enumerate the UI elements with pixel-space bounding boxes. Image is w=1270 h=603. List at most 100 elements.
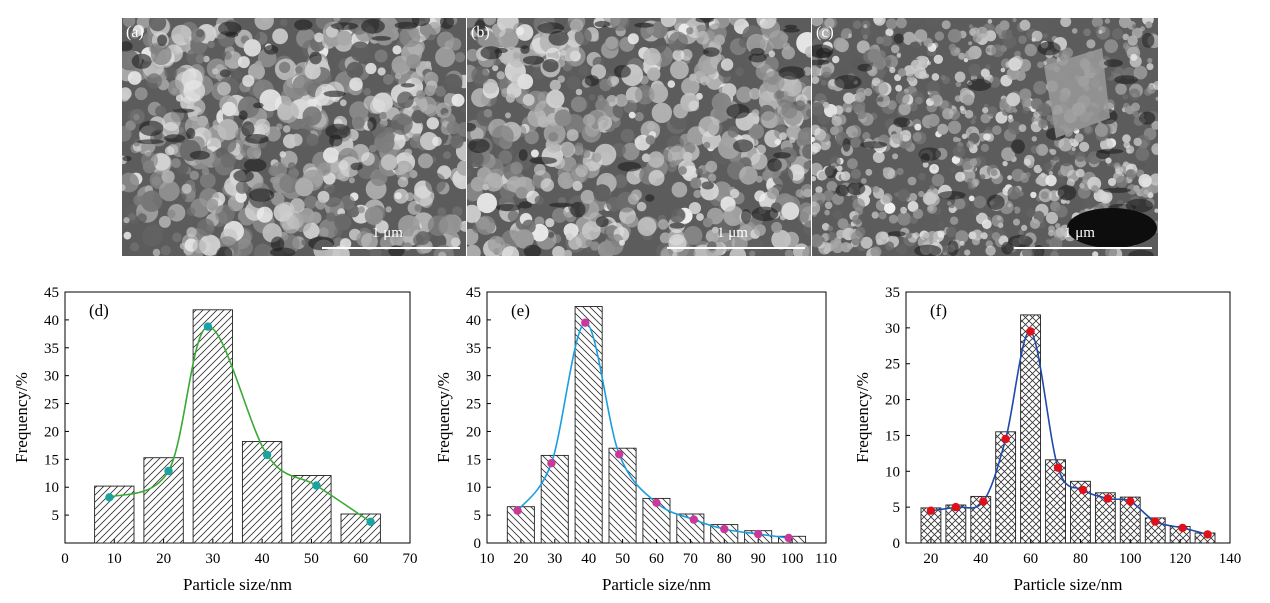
sem-grain xyxy=(972,237,980,246)
x-tick-label: 50 xyxy=(615,551,630,567)
sem-grain xyxy=(1079,141,1090,152)
sem-crevice xyxy=(248,188,275,202)
histogram-bar xyxy=(540,454,569,544)
sem-grain xyxy=(711,92,732,113)
sem-grain xyxy=(321,186,343,208)
data-point xyxy=(652,498,661,507)
sem-grain xyxy=(189,170,199,180)
sem-grain xyxy=(287,162,296,170)
sem-grain xyxy=(1000,67,1006,73)
sem-grain xyxy=(161,170,175,184)
sem-crevice xyxy=(1096,148,1124,154)
sem-grain xyxy=(968,24,974,29)
sem-grain xyxy=(976,26,988,39)
x-tick-label: 10 xyxy=(107,551,122,567)
sem-grain xyxy=(892,153,899,160)
histogram-bar xyxy=(192,309,233,544)
sem-grain xyxy=(812,66,821,77)
sem-grain xyxy=(780,33,789,42)
sem-grain xyxy=(1062,47,1073,59)
sem-crevice xyxy=(216,246,233,256)
sem-grain xyxy=(973,195,987,209)
sem-crevice xyxy=(887,231,906,237)
sem-grain xyxy=(1013,206,1021,214)
sem-grain xyxy=(955,230,969,244)
sem-grain xyxy=(1138,174,1152,188)
sem-grain xyxy=(295,178,314,197)
sem-grain xyxy=(490,97,502,109)
sem-grain xyxy=(374,49,388,63)
sem-grain xyxy=(483,18,497,26)
sem-grain xyxy=(826,181,838,192)
y-tick-label: 35 xyxy=(44,341,59,357)
sem-grain xyxy=(972,115,977,120)
sem-grain xyxy=(876,36,884,45)
histogram-bar xyxy=(608,447,637,544)
sem-grain xyxy=(517,73,534,90)
sem-crevice xyxy=(613,65,631,78)
sem-grain xyxy=(801,85,811,101)
sem-grain xyxy=(1122,94,1129,100)
sem-grain xyxy=(923,37,933,48)
sem-grain xyxy=(971,178,980,187)
sem-grain xyxy=(456,160,466,176)
sem-grain xyxy=(627,33,639,45)
y-tick-label: 25 xyxy=(44,397,59,413)
panel-label: (f) xyxy=(930,301,947,320)
sem-grain xyxy=(999,20,1010,31)
panel-label-b: (b) xyxy=(471,24,490,41)
sem-grain xyxy=(1056,174,1065,183)
sem-grain xyxy=(122,126,132,142)
sem-grain xyxy=(333,18,341,22)
sem-grain xyxy=(215,204,235,224)
sem-grain xyxy=(306,133,319,147)
sem-grain xyxy=(981,219,992,230)
sem-grain xyxy=(947,201,952,206)
sem-grain xyxy=(922,191,937,206)
data-point xyxy=(754,529,763,539)
sem-grain xyxy=(1135,147,1150,162)
sem-grain xyxy=(813,223,821,230)
sem-crevice xyxy=(570,201,586,218)
sem-grain xyxy=(1152,147,1158,155)
sem-grain xyxy=(492,65,499,72)
sem-grain xyxy=(585,239,593,247)
sem-grain xyxy=(760,111,778,129)
sem-grain xyxy=(914,29,928,42)
sem-grain xyxy=(563,249,573,256)
sem-grain xyxy=(931,165,937,171)
sem-grain xyxy=(728,18,746,27)
sem-grain xyxy=(703,141,711,149)
sem-grain xyxy=(918,190,925,198)
sem-grain xyxy=(279,151,287,158)
sem-grain xyxy=(886,18,897,30)
sem-grain xyxy=(756,18,777,29)
sem-grain xyxy=(505,112,511,119)
sem-crevice xyxy=(750,47,765,56)
x-tick-label: 20 xyxy=(923,551,938,567)
sem-grain xyxy=(824,209,830,216)
sem-crevice xyxy=(219,69,231,78)
sem-grain xyxy=(958,52,966,60)
sem-grain xyxy=(179,193,187,202)
sem-grain xyxy=(418,153,433,169)
sem-grain xyxy=(863,24,868,29)
sem-grain xyxy=(650,21,668,39)
sem-crevice xyxy=(549,202,573,208)
sem-grain xyxy=(153,153,171,171)
sem-grain xyxy=(1002,160,1008,167)
sem-grain xyxy=(160,245,171,256)
sem-crevice xyxy=(350,162,363,171)
sem-grain xyxy=(1133,185,1140,192)
sem-grain xyxy=(890,44,900,54)
sem-grain xyxy=(832,210,843,220)
sem-grain xyxy=(1026,208,1035,218)
sem-grain xyxy=(659,232,671,244)
sem-grain xyxy=(1133,137,1142,147)
sem-grain xyxy=(299,207,315,223)
sem-grain xyxy=(424,71,439,87)
sem-grain xyxy=(962,94,975,106)
sem-crevice xyxy=(468,138,490,153)
sem-grain xyxy=(1111,28,1124,40)
sem-grain xyxy=(906,232,912,239)
